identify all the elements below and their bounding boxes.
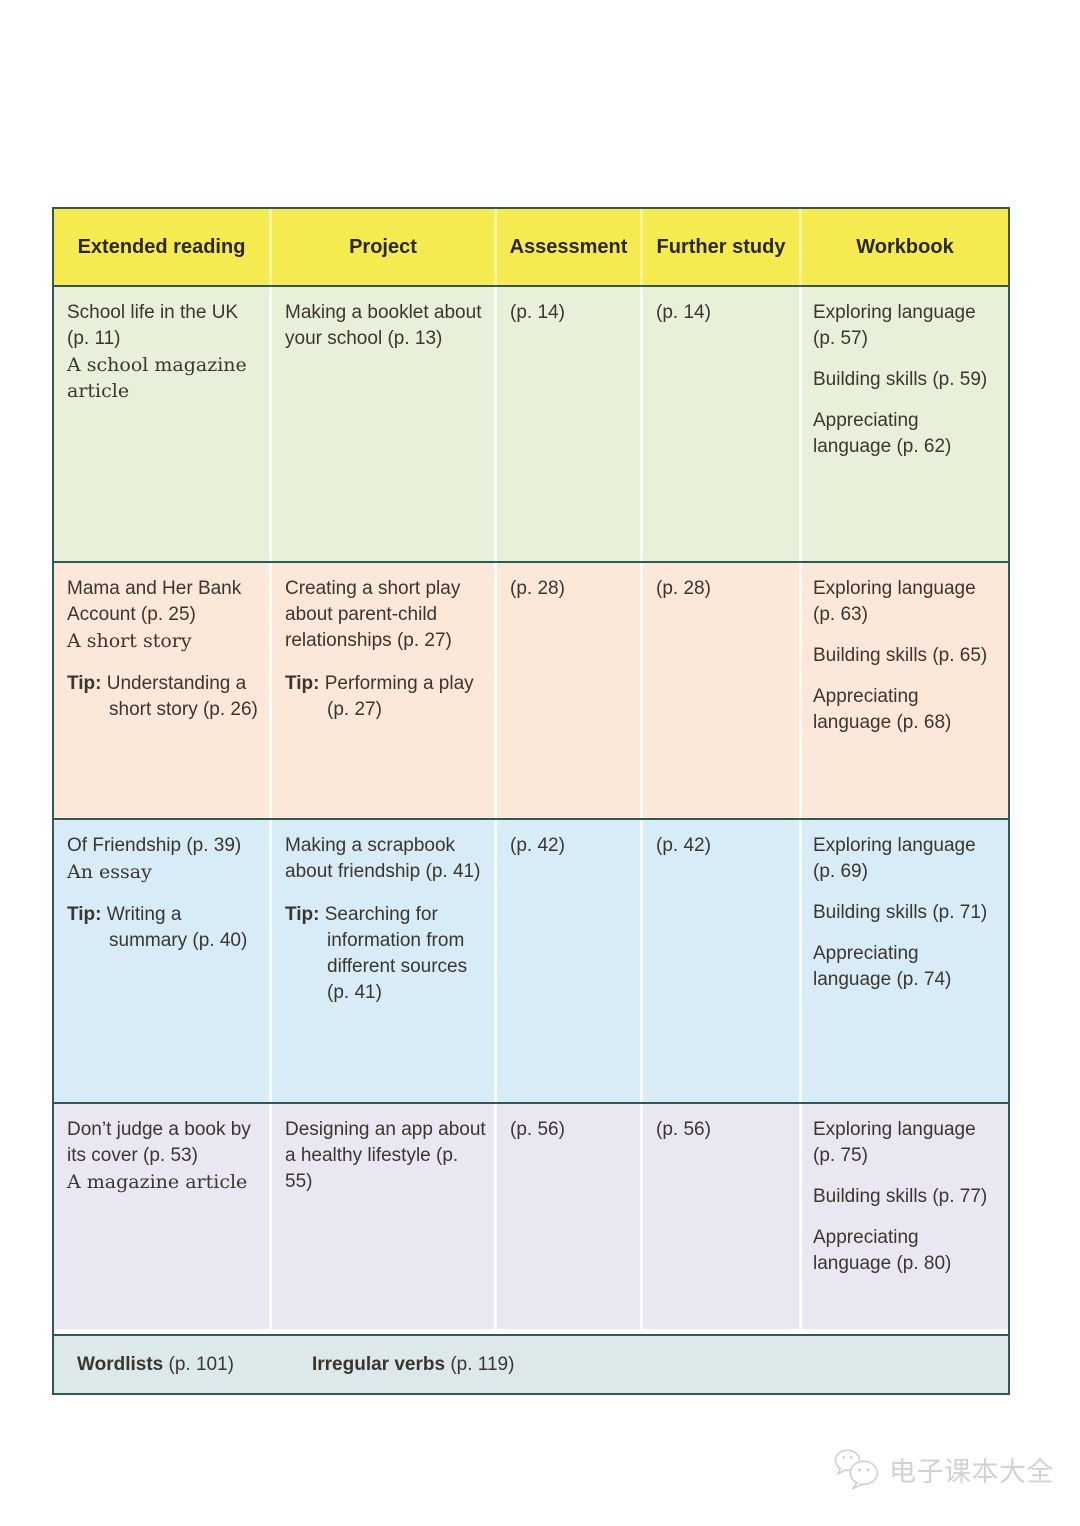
project-tip: Tip: Performing a play (p. 27) — [285, 671, 486, 723]
unit-row-3: Of Friendship (p. 39) An essay Tip: Writ… — [54, 818, 1008, 1102]
unit-row-1: School life in the UK (p. 11) A school m… — [54, 287, 1008, 561]
watermark: 电子课本大全 — [833, 1444, 1054, 1494]
header-further-study: Further study — [643, 209, 802, 285]
reading-genre: A school magazine article — [67, 354, 247, 402]
workbook-cell: Exploring language (p. 57) Building skil… — [802, 287, 1008, 561]
workbook-cell: Exploring language (p. 69) Building skil… — [802, 820, 1008, 1102]
project-cell: Making a booklet about your school (p. 1… — [272, 287, 497, 561]
header-project: Project — [272, 209, 497, 285]
wordlists-entry: Wordlists (p. 101) — [77, 1354, 234, 1376]
project-cell: Designing an app about a healthy lifesty… — [272, 1104, 497, 1329]
tip-label: Tip: — [285, 673, 320, 694]
watermark-text: 电子课本大全 — [889, 1456, 1054, 1487]
row-footer-divider — [54, 1329, 1008, 1334]
workbook-item: Building skills (p. 59) — [813, 369, 988, 390]
tip-label: Tip: — [285, 904, 320, 925]
tip-text: Writing a summary (p. 40) — [101, 904, 248, 951]
workbook-item: Appreciating language (p. 68) — [813, 686, 952, 733]
assessment-cell: (p. 56) — [497, 1104, 643, 1329]
unit-row-2: Mama and Her Bank Account (p. 25) A shor… — [54, 561, 1008, 818]
tip-text: Performing a play (p. 27) — [319, 673, 474, 720]
workbook-item: Exploring language (p. 57) — [813, 302, 976, 349]
workbook-cell: Exploring language (p. 75) Building skil… — [802, 1104, 1008, 1329]
reading-tip: Tip: Understanding a short story (p. 26) — [67, 671, 261, 723]
further-study-cell: (p. 14) — [643, 287, 802, 561]
irregular-verbs-label: Irregular verbs — [311, 1353, 446, 1375]
project-text: Creating a short play about parent-child… — [285, 578, 461, 651]
reading-tip: Tip: Writing a summary (p. 40) — [67, 902, 261, 954]
workbook-item: Appreciating language (p. 80) — [813, 1227, 952, 1274]
reading-genre: An essay — [67, 861, 152, 883]
reading-title: Don’t judge a book by its cover (p. 53) — [67, 1119, 251, 1166]
workbook-cell: Exploring language (p. 63) Building skil… — [802, 563, 1008, 818]
project-text: Making a scrapbook about friendship (p. … — [285, 835, 481, 882]
table-header-row: Extended reading Project Assessment Furt… — [54, 209, 1008, 287]
extended-reading-cell: Of Friendship (p. 39) An essay Tip: Writ… — [54, 820, 272, 1102]
reading-title: Mama and Her Bank Account (p. 25) — [67, 578, 242, 625]
assessment-cell: (p. 28) — [497, 563, 643, 818]
project-text: Making a booklet about your school (p. 1… — [285, 302, 482, 349]
further-study-cell: (p. 56) — [643, 1104, 802, 1329]
header-extended-reading: Extended reading — [54, 209, 272, 285]
tip-label: Tip: — [67, 673, 102, 694]
extended-reading-cell: Don’t judge a book by its cover (p. 53) … — [54, 1104, 272, 1329]
table-footer-row: Wordlists (p. 101) Irregular verbs (p. 1… — [54, 1334, 1008, 1393]
workbook-item: Appreciating language (p. 62) — [813, 410, 952, 457]
workbook-item: Building skills (p. 77) — [813, 1186, 988, 1207]
header-workbook: Workbook — [856, 235, 954, 258]
reading-genre: A magazine article — [67, 1171, 248, 1193]
workbook-item: Exploring language (p. 69) — [813, 835, 976, 882]
irregular-verbs-entry: Irregular verbs (p. 119) — [312, 1354, 514, 1376]
workbook-item: Exploring language (p. 75) — [813, 1119, 976, 1166]
extended-reading-cell: Mama and Her Bank Account (p. 25) A shor… — [54, 563, 272, 818]
assessment-cell: (p. 42) — [497, 820, 643, 1102]
header-assessment: Assessment — [497, 209, 643, 285]
project-tip: Tip: Searching for information from diff… — [285, 902, 486, 1006]
reading-title: Of Friendship (p. 39) — [67, 835, 242, 856]
wordlists-label: Wordlists — [77, 1353, 164, 1375]
workbook-item: Building skills (p. 71) — [813, 902, 988, 923]
contents-table: Extended reading Project Assessment Furt… — [52, 207, 1010, 1395]
workbook-item: Appreciating language (p. 74) — [813, 943, 952, 990]
extended-reading-cell: School life in the UK (p. 11) A school m… — [54, 287, 272, 561]
wechat-icon — [834, 1449, 878, 1491]
project-text: Designing an app about a healthy lifesty… — [285, 1119, 486, 1192]
tip-text: Understanding a short story (p. 26) — [101, 673, 258, 720]
irregular-verbs-page: (p. 119) — [445, 1353, 515, 1375]
further-study-cell: (p. 42) — [643, 820, 802, 1102]
project-cell: Creating a short play about parent-child… — [272, 563, 497, 818]
workbook-item: Exploring language (p. 63) — [813, 578, 976, 625]
assessment-cell: (p. 14) — [497, 287, 643, 561]
project-cell: Making a scrapbook about friendship (p. … — [272, 820, 497, 1102]
tip-text: Searching for information from different… — [319, 904, 468, 1003]
workbook-item: Building skills (p. 65) — [813, 645, 988, 666]
reading-genre: A short story — [67, 630, 192, 652]
wordlists-page: (p. 101) — [163, 1353, 234, 1375]
reading-title: School life in the UK (p. 11) — [67, 302, 239, 349]
further-study-cell: (p. 28) — [643, 563, 802, 818]
tip-label: Tip: — [67, 904, 102, 925]
unit-row-4: Don’t judge a book by its cover (p. 53) … — [54, 1102, 1008, 1329]
